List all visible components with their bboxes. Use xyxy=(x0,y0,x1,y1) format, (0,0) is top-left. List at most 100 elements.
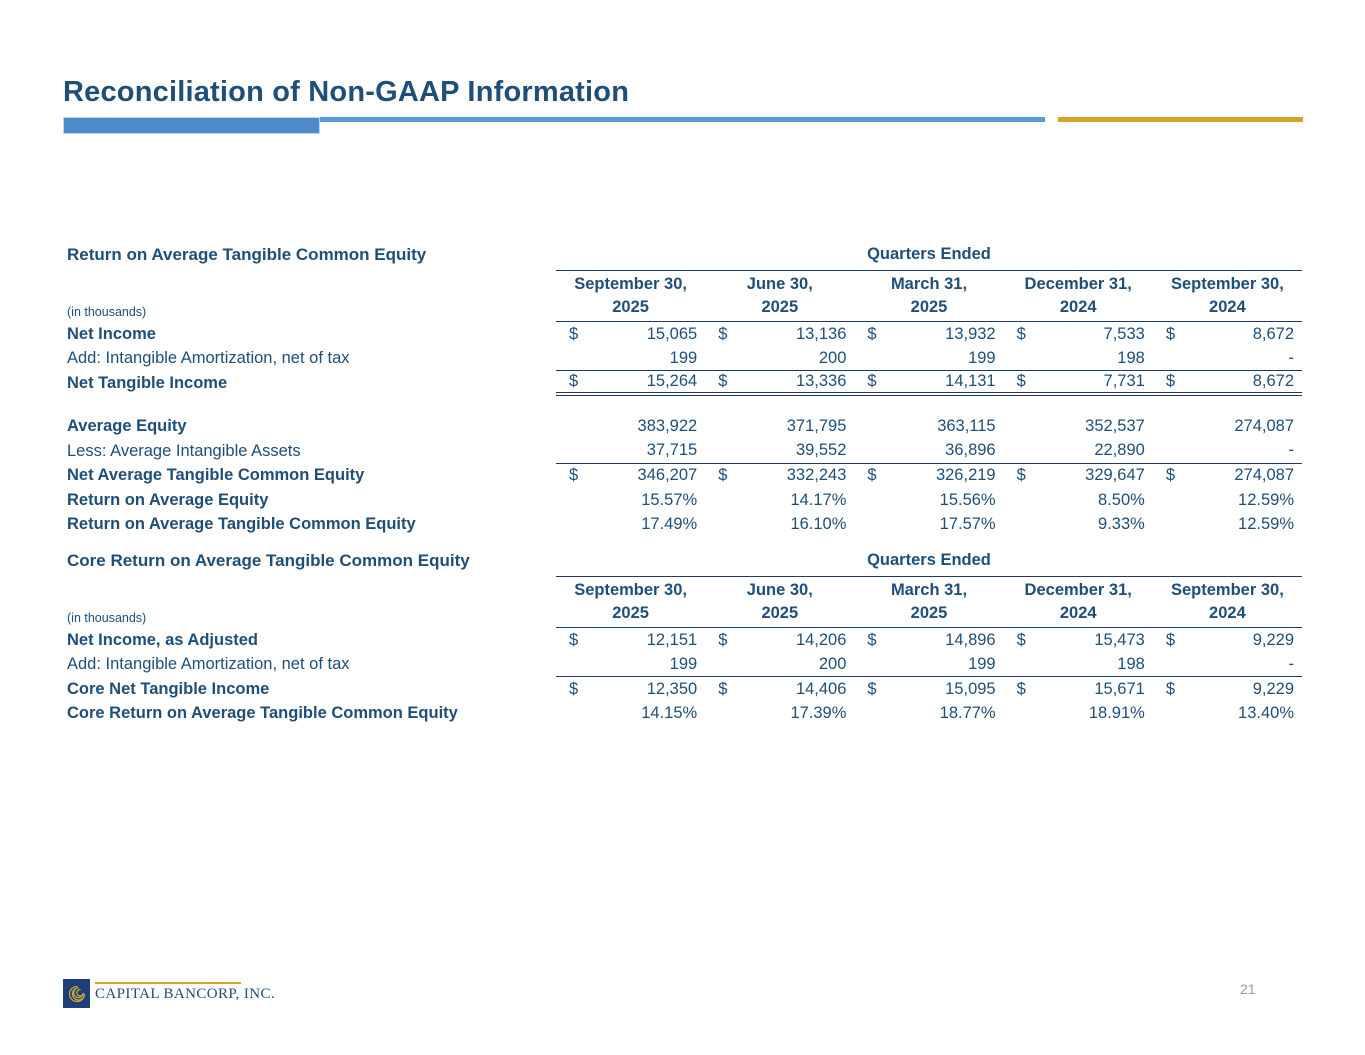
cell-value: - xyxy=(1288,441,1295,460)
dollar-sign: $ xyxy=(867,466,877,485)
section-title: Core Return on Average Tangible Common E… xyxy=(67,551,470,570)
dollar-sign: $ xyxy=(867,679,877,698)
cell-value: 37,715 xyxy=(646,441,698,460)
cell: 14.17% xyxy=(705,488,854,513)
col-header: September 30, 2024 xyxy=(1171,275,1284,317)
cell: $14,131 xyxy=(854,371,1003,392)
cell-value: 15,473 xyxy=(1094,630,1145,649)
cell-value: 13,336 xyxy=(795,371,847,390)
cell: $332,243 xyxy=(705,464,854,489)
cell: $13,136 xyxy=(705,322,854,347)
table-row: Net Average Tangible Common Equity $346,… xyxy=(67,464,1302,489)
cell: 39,552 xyxy=(705,439,854,463)
cell: 22,890 xyxy=(1004,439,1153,463)
cell-value: 13,932 xyxy=(945,324,996,343)
dollar-sign: $ xyxy=(1165,679,1175,698)
col-header: September 30, 2024 xyxy=(1171,581,1284,623)
table-row: Return on Average Equity 15.57% 14.17% 1… xyxy=(67,488,1302,513)
dollar-sign: $ xyxy=(1016,630,1026,649)
quarters-ended-label: Quarters Ended xyxy=(556,551,1302,577)
cell-value: 198 xyxy=(1117,348,1145,367)
cell: 16.10% xyxy=(705,513,854,538)
row-label: Net Income, as Adjusted xyxy=(67,630,259,649)
table-row: Add: Intangible Amortization, net of tax… xyxy=(67,347,1302,371)
cell: $15,671 xyxy=(1004,677,1153,702)
dollar-sign: $ xyxy=(718,679,728,698)
row-label: Return on Average Tangible Common Equity xyxy=(67,515,416,534)
cell: $13,336 xyxy=(705,371,854,392)
cell-value: 17.39% xyxy=(790,704,847,723)
logo-text: CAPITAL BANCORP, INC. xyxy=(95,986,275,1002)
row-label: Return on Average Equity xyxy=(67,490,269,509)
col-header: December 31, 2024 xyxy=(1024,581,1132,623)
page-number: 21 xyxy=(1240,981,1256,997)
cell: $8,672 xyxy=(1153,322,1302,347)
dollar-sign: $ xyxy=(1016,371,1026,390)
cell: - xyxy=(1153,653,1302,677)
cell: $9,229 xyxy=(1153,677,1302,702)
row-label: Net Average Tangible Common Equity xyxy=(67,466,365,485)
cell: $14,206 xyxy=(705,628,854,653)
dollar-sign: $ xyxy=(867,371,877,390)
col-header: December 31, 2024 xyxy=(1024,275,1132,317)
cell-value: 8,672 xyxy=(1252,324,1295,343)
cell: 13.40% xyxy=(1153,702,1302,727)
dollar-sign: $ xyxy=(1165,324,1175,343)
cell: $7,533 xyxy=(1004,322,1153,347)
row-label: Core Net Tangible Income xyxy=(67,679,270,698)
cell-value: 12.59% xyxy=(1238,490,1295,509)
dollar-sign: $ xyxy=(867,324,877,343)
cell: - xyxy=(1153,439,1302,463)
cell-value: 15.57% xyxy=(641,490,698,509)
section-title: Return on Average Tangible Common Equity xyxy=(67,245,427,264)
units-note: (in thousands) xyxy=(67,305,147,319)
col-header: June 30, 2025 xyxy=(746,275,813,317)
cell: 363,115 xyxy=(854,415,1003,440)
cell: 12.59% xyxy=(1153,488,1302,513)
cell-value: 198 xyxy=(1117,654,1145,673)
cell-value: 200 xyxy=(818,348,847,367)
dollar-sign: $ xyxy=(718,324,728,343)
column-headers: September 30, 2025 June 30, 2025 March 31,… xyxy=(556,577,1302,628)
cell-value: 371,795 xyxy=(786,417,847,436)
dollar-sign: $ xyxy=(569,630,579,649)
cell: $15,264 xyxy=(556,371,705,392)
col-header: March 31, 2025 xyxy=(890,581,968,623)
cell-value: 36,896 xyxy=(945,441,996,460)
cell-value: 199 xyxy=(968,654,996,673)
table-row: Return on Average Tangible Common Equity… xyxy=(67,513,1302,538)
cell: 15.57% xyxy=(556,488,705,513)
table-row: Core Return on Average Tangible Common E… xyxy=(67,702,1302,727)
cell-value: 16.10% xyxy=(790,515,847,534)
row-label: Net Income xyxy=(67,324,156,343)
cell: 36,896 xyxy=(854,439,1003,463)
cell-value: 7,533 xyxy=(1103,324,1145,343)
cell: $13,932 xyxy=(854,322,1003,347)
logo-gold-rule xyxy=(95,982,241,984)
dollar-sign: $ xyxy=(1016,679,1026,698)
cell-value: 383,922 xyxy=(637,417,698,436)
cell: $274,087 xyxy=(1153,464,1302,489)
cell: 18.91% xyxy=(1004,702,1153,727)
dollar-sign: $ xyxy=(718,630,728,649)
title-underline-gold xyxy=(1058,117,1303,122)
units-note: (in thousands) xyxy=(67,611,147,625)
table-row: Average Equity 383,922 371,795 363,115 3… xyxy=(67,415,1302,440)
cell-value: 332,243 xyxy=(786,466,847,485)
cell: $15,095 xyxy=(854,677,1003,702)
column-headers: September 30, 2025 June 30, 2025 March 31,… xyxy=(556,271,1302,322)
cell: $346,207 xyxy=(556,464,705,489)
dollar-sign: $ xyxy=(1165,630,1175,649)
cell: 17.57% xyxy=(854,513,1003,538)
cell: 18.77% xyxy=(854,702,1003,727)
cell-value: 17.49% xyxy=(641,515,698,534)
cell: 9.33% xyxy=(1004,513,1153,538)
col-header: September 30, 2025 xyxy=(574,275,687,317)
cell: $15,473 xyxy=(1004,628,1153,653)
cell: 383,922 xyxy=(556,415,705,440)
cell-value: 14,406 xyxy=(795,679,847,698)
cell: 15.56% xyxy=(854,488,1003,513)
cell: 37,715 xyxy=(556,439,705,463)
dollar-sign: $ xyxy=(569,466,579,485)
cell: $14,406 xyxy=(705,677,854,702)
